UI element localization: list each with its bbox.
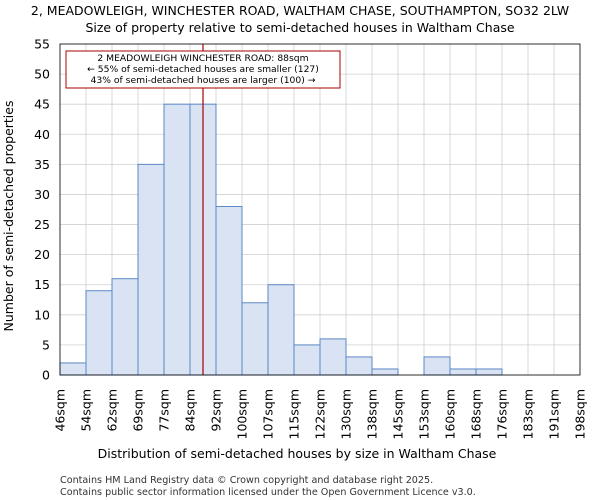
y-tick-label: 5	[42, 337, 50, 352]
chart-subtitle: Size of property relative to semi-detach…	[85, 20, 514, 35]
y-axis-ticks: 0 5 10 15 20 25 30 35 40 45 50 55	[34, 37, 50, 383]
bar	[111, 278, 139, 376]
chart-title: 2, MEADOWLEIGH, WINCHESTER ROAD, WALTHAM…	[31, 3, 569, 18]
annotation-line-larger: 43% of semi-detached houses are larger (…	[91, 75, 316, 86]
y-tick-label: 50	[34, 67, 50, 82]
y-tick-label: 15	[34, 277, 50, 292]
x-tick-label: 100sqm	[235, 389, 250, 439]
x-tick-label: 92sqm	[209, 389, 224, 432]
bar	[85, 290, 113, 376]
bar	[423, 356, 451, 376]
annotation-box: 2 MEADOWLEIGH WINCHESTER ROAD: 88sqm ← 5…	[65, 50, 341, 89]
bar	[345, 356, 373, 376]
x-tick-label: 160sqm	[443, 389, 458, 439]
x-tick-label: 153sqm	[417, 389, 432, 439]
x-tick-label: 107sqm	[261, 389, 276, 439]
bar	[163, 103, 191, 376]
plot-frame	[59, 43, 581, 376]
x-axis-label: Distribution of semi-detached houses by …	[98, 446, 497, 461]
y-tick-label: 10	[34, 307, 50, 322]
x-tick-label: 46sqm	[53, 389, 68, 432]
bar	[137, 163, 165, 376]
x-tick-label: 69sqm	[131, 389, 146, 432]
bar	[241, 302, 269, 376]
x-tick-label: 145sqm	[391, 389, 406, 439]
x-tick-label: 176sqm	[495, 389, 510, 439]
x-tick-label: 183sqm	[521, 389, 536, 439]
x-tick-label: 122sqm	[313, 389, 328, 439]
y-tick-label: 0	[42, 368, 50, 383]
x-tick-label: 168sqm	[469, 389, 484, 439]
x-axis-ticks: 46sqm 54sqm 62sqm 69sqm 77sqm 84sqm 92sqm 100sq…	[53, 389, 588, 439]
bar	[59, 362, 87, 376]
y-tick-label: 55	[34, 37, 50, 52]
y-tick-label: 45	[34, 97, 50, 112]
annotation-line-address: 2 MEADOWLEIGH WINCHESTER ROAD: 88sqm	[97, 53, 308, 64]
bar	[475, 368, 503, 376]
y-tick-label: 25	[34, 217, 50, 232]
x-tick-label: 138sqm	[365, 389, 380, 439]
x-tick-label: 62sqm	[105, 389, 120, 432]
x-tick-label: 115sqm	[287, 389, 302, 439]
x-tick-label: 191sqm	[547, 389, 562, 439]
bar	[293, 344, 321, 376]
x-tick-label: 198sqm	[573, 389, 588, 439]
bar	[267, 284, 295, 376]
y-tick-label: 20	[34, 247, 50, 262]
bars	[59, 103, 503, 376]
annotation-line-smaller: ← 55% of semi-detached houses are smalle…	[87, 64, 319, 75]
x-tick-label: 77sqm	[157, 389, 172, 432]
y-tick-label: 35	[34, 157, 50, 172]
x-tick-label: 54sqm	[79, 389, 94, 432]
bar	[449, 368, 477, 376]
x-tick-label: 130sqm	[339, 389, 354, 439]
y-axis-label: Number of semi-detached properties	[1, 101, 16, 332]
x-tick-label: 84sqm	[183, 389, 198, 432]
bar	[215, 205, 243, 376]
footer-line-1: Contains HM Land Registry data © Crown c…	[60, 475, 433, 486]
bar	[371, 368, 399, 376]
bar	[319, 338, 347, 376]
footer-line-2: Contains public sector information licen…	[60, 487, 476, 498]
annotation-frame	[65, 50, 341, 89]
y-tick-label: 30	[34, 187, 50, 202]
y-tick-label: 40	[34, 127, 50, 142]
